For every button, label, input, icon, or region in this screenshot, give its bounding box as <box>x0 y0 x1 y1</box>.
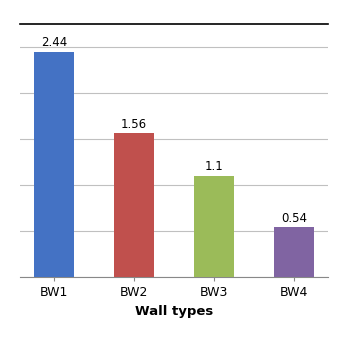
Text: 0.54: 0.54 <box>281 212 307 225</box>
Text: 2.44: 2.44 <box>41 37 67 49</box>
Bar <box>194 176 234 277</box>
Bar <box>114 134 154 277</box>
Bar <box>34 52 74 277</box>
Bar <box>274 227 314 277</box>
Text: 1.56: 1.56 <box>121 118 147 130</box>
Text: 1.1: 1.1 <box>204 160 223 173</box>
X-axis label: Wall types: Wall types <box>135 305 213 318</box>
